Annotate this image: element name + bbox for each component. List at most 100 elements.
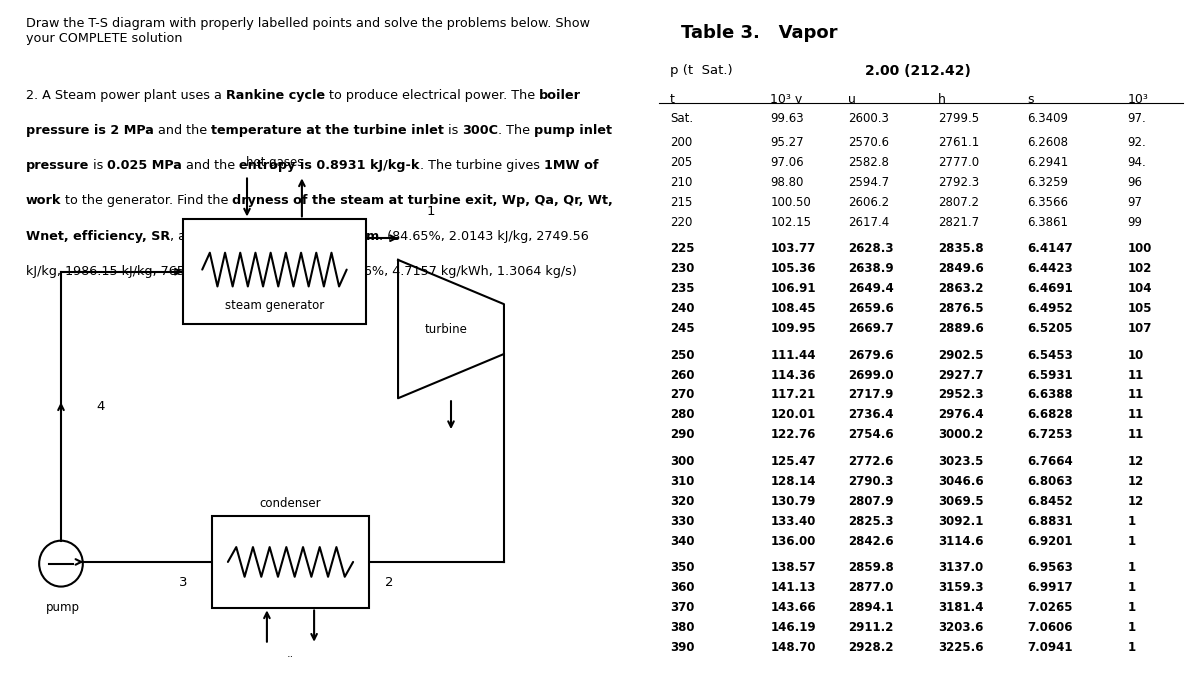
Text: 138.57: 138.57 — [770, 561, 816, 574]
Text: 6.8452: 6.8452 — [1027, 495, 1073, 508]
Text: 141.13: 141.13 — [770, 581, 816, 594]
Text: 96: 96 — [1128, 176, 1142, 189]
Text: 2570.6: 2570.6 — [848, 136, 889, 149]
Text: 6.3409: 6.3409 — [1027, 112, 1068, 125]
Text: 12: 12 — [1128, 455, 1144, 468]
Text: Rankine cycle: Rankine cycle — [226, 89, 325, 102]
Text: 146.19: 146.19 — [770, 621, 816, 634]
Text: 6.3861: 6.3861 — [1027, 215, 1068, 229]
Text: 390: 390 — [670, 641, 695, 654]
Text: 1: 1 — [1128, 561, 1135, 574]
Text: h: h — [937, 93, 946, 106]
Text: 117.21: 117.21 — [770, 388, 816, 402]
Text: 290: 290 — [670, 428, 695, 441]
Text: 2976.4: 2976.4 — [937, 408, 983, 421]
Text: 94.: 94. — [1128, 156, 1146, 169]
Text: 6.2608: 6.2608 — [1027, 136, 1068, 149]
Text: 102.15: 102.15 — [770, 215, 811, 229]
Text: 6.4691: 6.4691 — [1027, 282, 1073, 295]
Text: s: s — [1027, 93, 1033, 106]
Text: ..: .. — [287, 649, 294, 659]
Text: 360: 360 — [670, 581, 695, 594]
Text: 330: 330 — [670, 514, 695, 528]
Text: . The turbine gives: . The turbine gives — [420, 159, 544, 172]
Text: 2777.0: 2777.0 — [937, 156, 979, 169]
Text: 109.95: 109.95 — [770, 322, 816, 335]
Text: 6.3566: 6.3566 — [1027, 196, 1068, 209]
Text: pump inlet: pump inlet — [534, 124, 612, 137]
Text: 128.14: 128.14 — [770, 475, 816, 488]
Text: 230: 230 — [670, 262, 695, 275]
Text: 1MW of: 1MW of — [544, 159, 599, 172]
Text: 1: 1 — [1128, 621, 1135, 634]
Text: 250: 250 — [670, 348, 695, 362]
Text: 6.3259: 6.3259 — [1027, 176, 1068, 189]
Text: mass flow rate of steam: mass flow rate of steam — [206, 230, 379, 242]
Text: 2889.6: 2889.6 — [937, 322, 984, 335]
Text: 1: 1 — [1128, 641, 1135, 654]
Text: 3137.0: 3137.0 — [937, 561, 983, 574]
FancyBboxPatch shape — [212, 516, 370, 608]
Text: 2736.4: 2736.4 — [848, 408, 894, 421]
Text: u: u — [848, 93, 857, 106]
Text: 1: 1 — [427, 205, 436, 218]
Text: 6.5205: 6.5205 — [1027, 322, 1073, 335]
Text: 2911.2: 2911.2 — [848, 621, 894, 634]
Text: Wnet, efficiency, SR: Wnet, efficiency, SR — [25, 230, 170, 242]
Text: 99: 99 — [1128, 215, 1142, 229]
Text: 280: 280 — [670, 408, 695, 421]
Text: , and: , and — [170, 230, 206, 242]
Text: 2799.5: 2799.5 — [937, 112, 979, 125]
Text: 245: 245 — [670, 322, 695, 335]
Text: 10³: 10³ — [1128, 93, 1148, 106]
Text: 97: 97 — [1128, 196, 1142, 209]
Text: 270: 270 — [670, 388, 695, 402]
Text: 2835.8: 2835.8 — [937, 242, 983, 255]
Text: 103.77: 103.77 — [770, 242, 816, 255]
Text: 2649.4: 2649.4 — [848, 282, 894, 295]
Text: 2582.8: 2582.8 — [848, 156, 889, 169]
Text: turbine: turbine — [425, 323, 467, 335]
Text: 97.: 97. — [1128, 112, 1146, 125]
Text: 2877.0: 2877.0 — [848, 581, 894, 594]
Text: 205: 205 — [670, 156, 692, 169]
Text: 2594.7: 2594.7 — [848, 176, 889, 189]
Text: 6.7664: 6.7664 — [1027, 455, 1073, 468]
Text: pressure is 2 MPa: pressure is 2 MPa — [25, 124, 154, 137]
Text: 260: 260 — [670, 369, 695, 381]
Text: 6.5453: 6.5453 — [1027, 348, 1073, 362]
Text: 2.00 (212.42): 2.00 (212.42) — [865, 64, 971, 78]
Text: 2: 2 — [385, 576, 394, 589]
Text: 125.47: 125.47 — [770, 455, 816, 468]
Text: and the: and the — [182, 159, 240, 172]
Text: 11: 11 — [1128, 408, 1144, 421]
Text: 2628.3: 2628.3 — [848, 242, 894, 255]
Text: 100.50: 100.50 — [770, 196, 811, 209]
Text: 2699.0: 2699.0 — [848, 369, 894, 381]
Text: 6.9563: 6.9563 — [1027, 561, 1073, 574]
Text: 2679.6: 2679.6 — [848, 348, 894, 362]
Text: 1: 1 — [1128, 581, 1135, 594]
Text: 105.36: 105.36 — [770, 262, 816, 275]
Text: 95.27: 95.27 — [770, 136, 804, 149]
Text: 122.76: 122.76 — [770, 428, 816, 441]
Text: Sat.: Sat. — [670, 112, 694, 125]
Text: 12: 12 — [1128, 495, 1144, 508]
Text: 107: 107 — [1128, 322, 1152, 335]
Text: p (t  Sat.): p (t Sat.) — [670, 64, 732, 77]
Text: 3069.5: 3069.5 — [937, 495, 983, 508]
Text: condenser: condenser — [259, 497, 322, 510]
Text: 2849.6: 2849.6 — [937, 262, 984, 275]
Text: 320: 320 — [670, 495, 695, 508]
Text: 105: 105 — [1128, 302, 1152, 315]
Text: 310: 310 — [670, 475, 695, 488]
Text: 2859.8: 2859.8 — [848, 561, 894, 574]
Text: 370: 370 — [670, 601, 695, 614]
Text: 12: 12 — [1128, 475, 1144, 488]
Text: 102: 102 — [1128, 262, 1152, 275]
Text: pump: pump — [46, 601, 80, 614]
Text: Draw the T-S diagram with properly labelled points and solve the problems below.: Draw the T-S diagram with properly label… — [25, 17, 589, 45]
Text: . The: . The — [498, 124, 534, 137]
Text: 92.: 92. — [1128, 136, 1146, 149]
Text: steam generator: steam generator — [224, 299, 324, 312]
